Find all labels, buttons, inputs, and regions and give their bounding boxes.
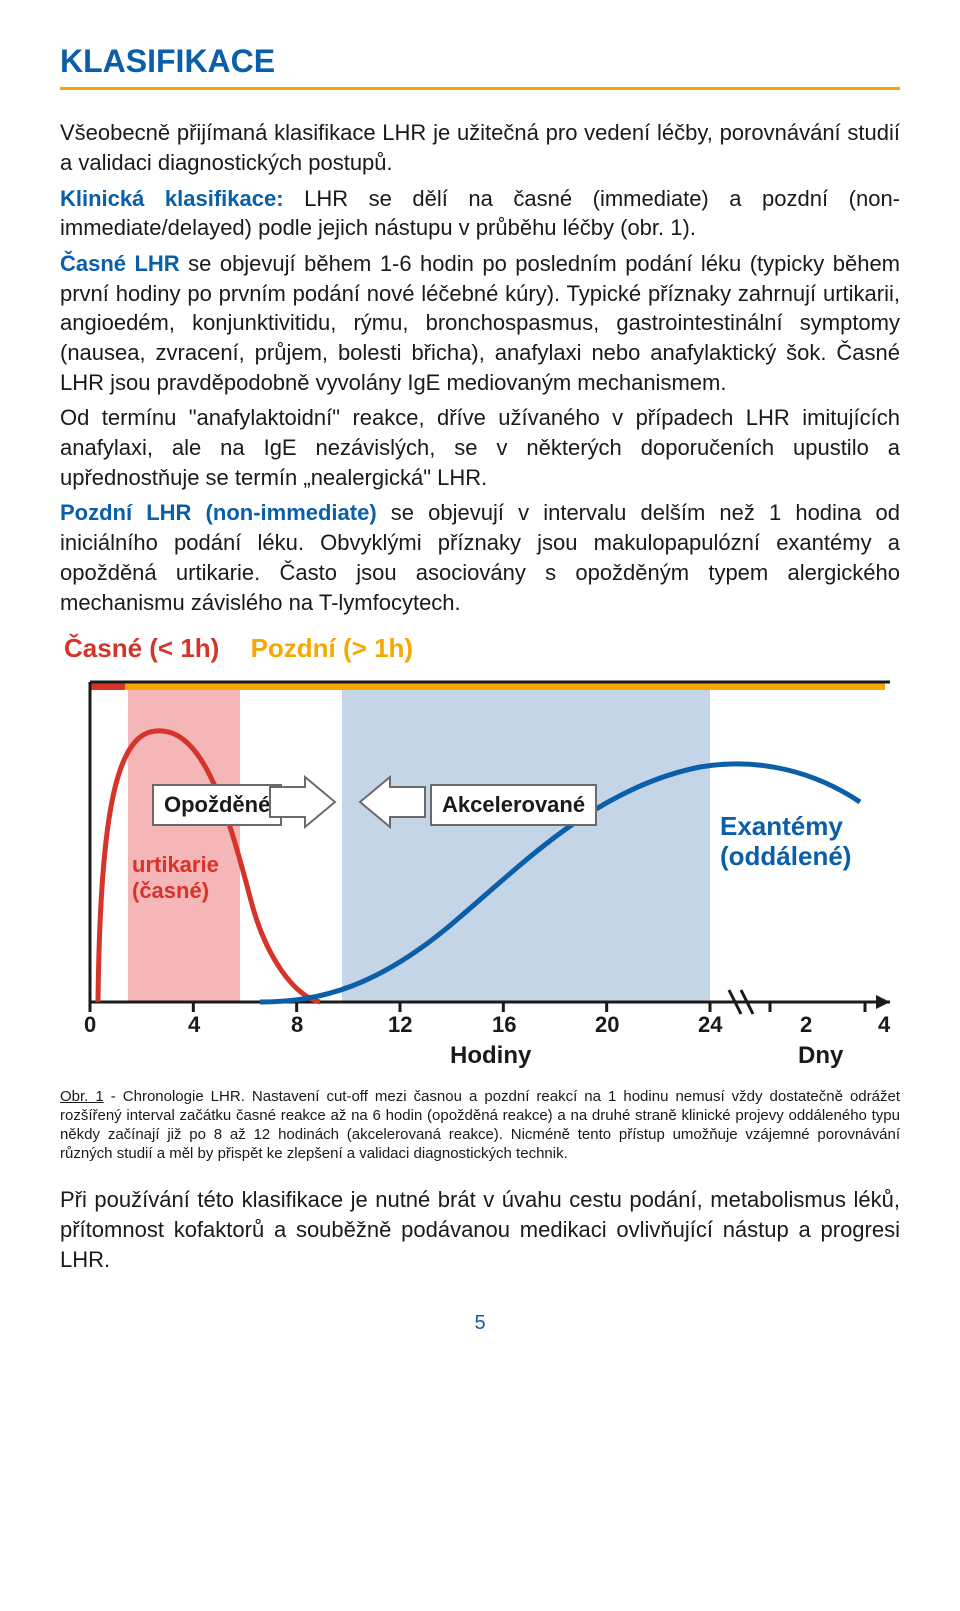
tick-24: 24	[698, 1010, 722, 1040]
klinicka-paragraph: Klinická klasifikace: LHR se dělí na čas…	[60, 184, 900, 243]
closing-paragraph: Při používání této klasifikace je nutné …	[60, 1185, 900, 1274]
klinicka-term: Klinická klasifikace:	[60, 186, 284, 211]
tick-4: 4	[188, 1010, 200, 1040]
legend-late: Pozdní (> 1h)	[251, 633, 414, 663]
urtikarie-line2: (časné)	[132, 878, 209, 903]
tick-20: 20	[595, 1010, 619, 1040]
axis-hours-label: Hodiny	[450, 1040, 531, 1072]
pozdni-term: Pozdní LHR (non-immediate)	[60, 500, 377, 525]
urtikarie-line1: urtikarie	[132, 852, 219, 877]
tick-12: 12	[388, 1010, 412, 1040]
tick-d4: 4	[878, 1010, 890, 1040]
label-exantemy: Exantémy (oddálené)	[720, 812, 851, 872]
page-title: KLASIFIKACE	[60, 40, 900, 90]
casne-paragraph: Časné LHR se objevují během 1-6 hodin po…	[60, 249, 900, 397]
caption-body: - Chronologie LHR. Nastavení cut-off mez…	[60, 1088, 900, 1161]
casne-term: Časné LHR	[60, 251, 180, 276]
exantemy-line2: (oddálené)	[720, 841, 851, 871]
tick-16: 16	[492, 1010, 516, 1040]
axis-days-label: Dny	[798, 1040, 843, 1072]
anafylaktoid-paragraph: Od termínu "anafylaktoidní" reakce, dřív…	[60, 403, 900, 492]
legend-early: Časné (< 1h)	[64, 633, 219, 663]
pozdni-paragraph: Pozdní LHR (non-immediate) se objevují v…	[60, 498, 900, 617]
casne-text: se objevují během 1-6 hodin po posledním…	[60, 251, 900, 395]
page-number: 5	[60, 1310, 900, 1337]
caption-lead: Obr. 1	[60, 1088, 104, 1105]
chart-container: Časné (< 1h) Pozdní (> 1h) Opožděné Akce…	[60, 631, 900, 1163]
label-accel-box: Akcelerované	[430, 784, 597, 826]
exantemy-line1: Exantémy	[720, 811, 843, 841]
tick-0: 0	[84, 1010, 96, 1040]
tick-8: 8	[291, 1010, 303, 1040]
tick-d2: 2	[800, 1010, 812, 1040]
figure-caption: Obr. 1 - Chronologie LHR. Nastavení cut-…	[60, 1088, 900, 1163]
intro-paragraph: Všeobecně přijímaná klasifikace LHR je u…	[60, 118, 900, 177]
chart-legend: Časné (< 1h) Pozdní (> 1h)	[60, 631, 900, 666]
label-urtikarie: urtikarie (časné)	[132, 852, 219, 903]
label-delayed-box: Opožděné	[152, 784, 282, 826]
chart-plot: Opožděné Akcelerované urtikarie (časné) …	[60, 672, 900, 1082]
body-text: Všeobecně přijímaná klasifikace LHR je u…	[60, 118, 900, 617]
